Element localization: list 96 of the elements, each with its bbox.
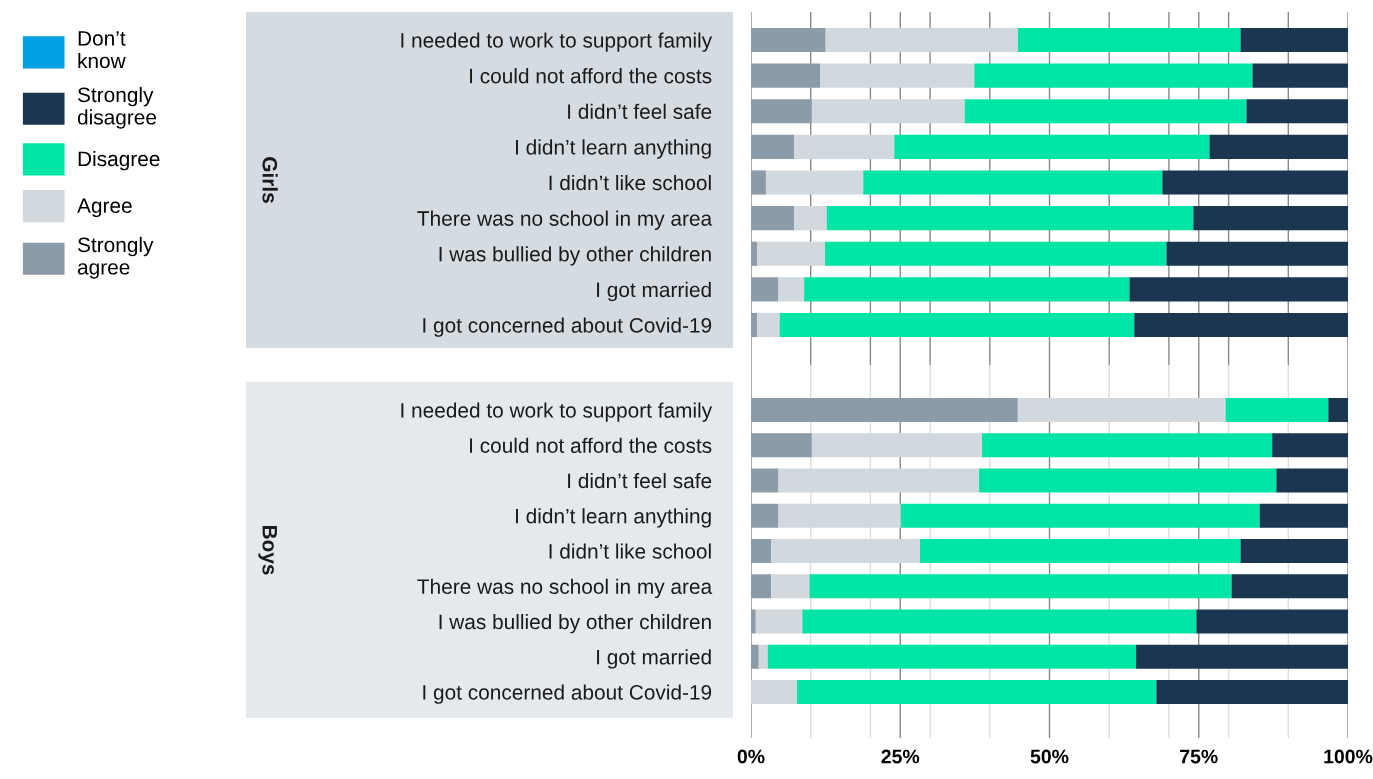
bar bbox=[863, 170, 1163, 195]
y-tick-label: I got concerned about Covid-19 bbox=[423, 317, 712, 337]
bar bbox=[1196, 609, 1348, 634]
bar bbox=[751, 468, 779, 493]
bar bbox=[779, 312, 1135, 338]
text: Boys bbox=[258, 525, 277, 575]
bar bbox=[751, 277, 779, 302]
y-tick-label: I needed to work to support family bbox=[401, 402, 713, 422]
bar bbox=[1225, 398, 1329, 422]
bar bbox=[751, 63, 821, 88]
bar bbox=[751, 99, 812, 124]
x-tick-label: 25% bbox=[881, 749, 920, 764]
bar bbox=[751, 206, 794, 231]
bar bbox=[809, 574, 1232, 599]
bar bbox=[751, 241, 757, 266]
bar bbox=[1017, 27, 1241, 53]
bar bbox=[751, 134, 794, 159]
bar bbox=[755, 609, 803, 634]
y-tick-label: I could not afford the costs bbox=[470, 437, 712, 453]
bar bbox=[1276, 468, 1348, 493]
bar bbox=[825, 27, 1018, 53]
y-tick-label: I got concerned about Covid-19 bbox=[423, 684, 712, 704]
y-tick-label: I didn’t feel safe bbox=[568, 103, 712, 119]
bar bbox=[751, 574, 772, 599]
bar bbox=[825, 241, 1167, 266]
y-tick-label: I was bullied by other children bbox=[439, 246, 711, 266]
bar bbox=[1209, 134, 1348, 159]
legend-label: Don’t know bbox=[78, 31, 126, 69]
bar bbox=[1193, 206, 1348, 231]
bar bbox=[765, 170, 864, 195]
bar bbox=[811, 99, 965, 124]
bar bbox=[1166, 241, 1348, 266]
legend-label: Agree bbox=[77, 198, 132, 218]
bar bbox=[974, 63, 1253, 88]
bar bbox=[1134, 312, 1348, 338]
bar bbox=[751, 680, 797, 704]
bar bbox=[751, 170, 766, 195]
bar bbox=[751, 503, 779, 528]
bar bbox=[767, 644, 1137, 669]
bar bbox=[1252, 63, 1348, 88]
bar bbox=[751, 398, 1018, 422]
bar bbox=[1136, 644, 1348, 669]
bar bbox=[919, 539, 1241, 563]
x-tick-label: 0% bbox=[737, 749, 765, 764]
x-tick-label: 50% bbox=[1030, 749, 1069, 764]
text: Girls bbox=[262, 157, 278, 203]
bar bbox=[796, 680, 1157, 704]
bar bbox=[1156, 680, 1348, 704]
bar bbox=[1129, 277, 1348, 302]
bar bbox=[1240, 27, 1348, 53]
bar bbox=[1162, 170, 1348, 195]
bar bbox=[1246, 99, 1348, 124]
bar bbox=[820, 63, 975, 88]
y-tick-label: I didn’t like school bbox=[549, 174, 711, 191]
x-tick-label: 100% bbox=[1324, 749, 1373, 764]
y-tick-label: There was no school in my area bbox=[417, 210, 713, 230]
bar bbox=[758, 644, 768, 669]
y-tick-label: I got married bbox=[597, 649, 711, 669]
bar bbox=[751, 539, 772, 563]
bar bbox=[894, 134, 1210, 159]
bar bbox=[900, 503, 1260, 528]
bar bbox=[751, 433, 812, 458]
bar bbox=[1231, 574, 1348, 599]
y-tick-label: There was no school in my area bbox=[417, 578, 713, 599]
y-tick-label: I didn’t feel safe bbox=[568, 472, 712, 489]
bar bbox=[1240, 539, 1348, 563]
bar bbox=[793, 134, 895, 159]
bar bbox=[802, 609, 1197, 634]
y-tick-label: I didn’t like school bbox=[549, 543, 711, 559]
bar bbox=[751, 609, 756, 634]
y-tick-label: I didn’t learn anything bbox=[516, 139, 711, 159]
bar bbox=[804, 277, 1130, 302]
bar bbox=[751, 312, 757, 338]
y-tick-label: I was bullied by other children bbox=[439, 613, 711, 634]
legend-label: Disagree bbox=[78, 150, 160, 171]
bar bbox=[751, 27, 826, 53]
bar bbox=[982, 433, 1273, 458]
bar bbox=[1328, 398, 1348, 422]
y-tick-label: I got married bbox=[597, 281, 711, 302]
bar bbox=[751, 644, 759, 669]
bar bbox=[1272, 433, 1348, 458]
bar bbox=[756, 312, 780, 338]
x-tick-label: 75% bbox=[1180, 749, 1218, 764]
bar bbox=[826, 206, 1194, 231]
y-tick-label: I could not afford the costs bbox=[470, 68, 712, 84]
bar bbox=[979, 468, 1277, 493]
legend-label: Strongly disagree bbox=[77, 86, 157, 129]
bar bbox=[771, 574, 810, 599]
y-tick-label: I needed to work to support family bbox=[401, 32, 713, 52]
bar bbox=[1259, 503, 1348, 528]
legend-label: Strongly agree bbox=[77, 236, 154, 279]
bar bbox=[756, 241, 826, 266]
bar bbox=[964, 99, 1247, 124]
bar bbox=[793, 206, 827, 231]
y-tick-label: I didn’t learn anything bbox=[516, 508, 711, 528]
bar bbox=[778, 277, 805, 302]
